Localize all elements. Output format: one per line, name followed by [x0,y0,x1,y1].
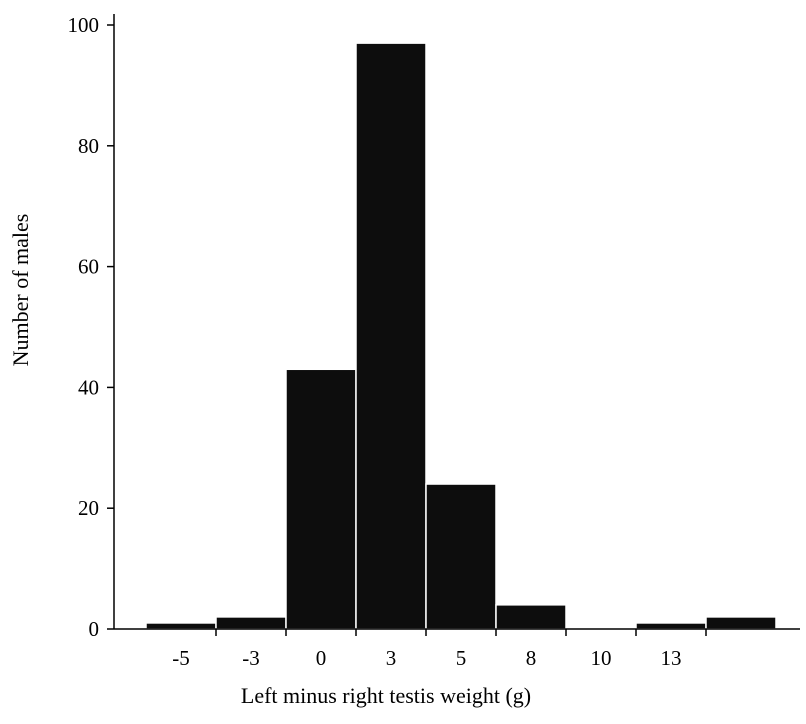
histogram-bar [635,622,707,630]
y-ticks: 0 20 40 60 80 100 [68,13,114,641]
x-tick-label: 3 [386,646,397,670]
histogram-bar [495,604,567,630]
histogram-bar [355,42,427,630]
x-tick-label: 13 [661,646,682,670]
histogram-bar [145,622,217,630]
x-tick-label: 0 [316,646,327,670]
x-tick-label: 8 [526,646,537,670]
histogram-bar [425,483,497,630]
y-axis-title: Number of males [8,214,33,367]
x-tick-label: -5 [172,646,190,670]
histogram-bar [285,368,357,630]
y-tick-label: 100 [68,13,100,37]
x-tick-label: 10 [591,646,612,670]
axes-layer [113,14,800,630]
x-tick-label: 5 [456,646,467,670]
bars-layer [145,42,777,630]
histogram-bar [705,616,777,630]
y-tick-label: 20 [78,496,99,520]
x-tick-label: -3 [242,646,260,670]
y-tick-label: 40 [78,375,99,399]
y-tick-label: 0 [89,617,100,641]
y-tick-label: 60 [78,255,99,279]
x-ticks: -5 -3 0 3 5 8 10 13 [172,629,707,670]
y-tick-label: 80 [78,134,99,158]
histogram-bar [215,616,287,630]
x-axis-title: Left minus right testis weight (g) [241,683,531,708]
